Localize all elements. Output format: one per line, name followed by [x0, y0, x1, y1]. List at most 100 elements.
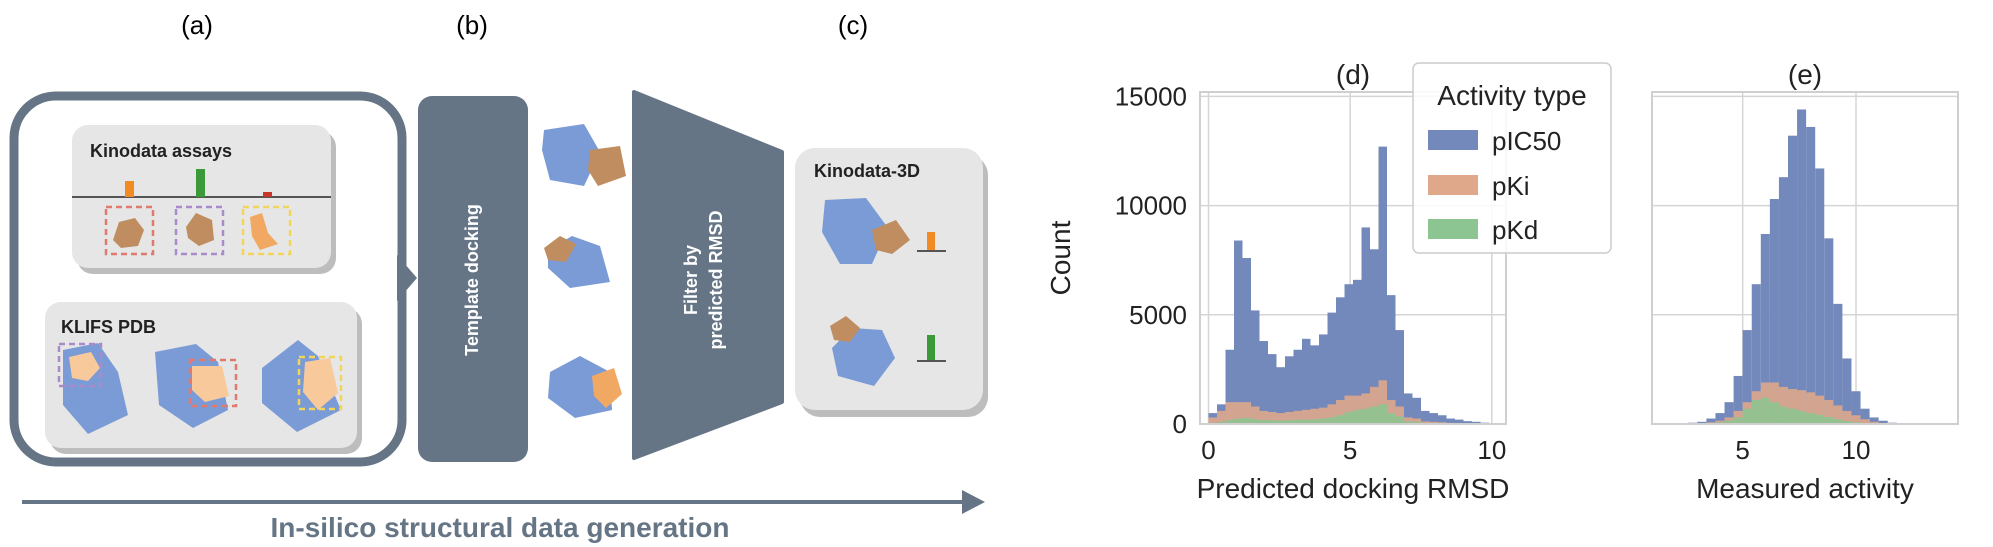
bar-pic50-5	[1724, 402, 1734, 424]
klifs-pdb-title: KLIFS PDB	[61, 317, 156, 337]
pdb-box-yellow	[297, 355, 343, 411]
bar-pkd-9	[1760, 397, 1770, 424]
bar-pkd-12	[1788, 408, 1798, 424]
bar-pic50-23	[1404, 393, 1413, 424]
template-docking-label: Template docking	[462, 204, 482, 356]
bar-pic50-25	[1421, 410, 1430, 424]
bar-pkd-5	[1724, 420, 1734, 424]
bar-pkd-11	[1302, 419, 1311, 424]
bar-pkd-17	[1833, 419, 1843, 424]
bar-pki-6	[1259, 410, 1268, 424]
filter-label-line2: predicted RMSD	[706, 210, 726, 349]
bar-pkd-15	[1336, 415, 1345, 424]
bar-pic50-14	[1806, 126, 1816, 425]
bar-pic50-16	[1344, 284, 1353, 424]
x-axis-label: Predicted docking RMSD	[1197, 473, 1510, 504]
bar-pic50-15	[1336, 297, 1345, 424]
bar-pkd-6	[1259, 420, 1268, 424]
plot-frame	[1651, 91, 1959, 425]
bar-pic50-4	[1242, 258, 1251, 424]
bar-pkd-5	[1251, 419, 1260, 424]
bar-pki-17	[1353, 395, 1362, 424]
kinodata-3d-card: Kinodata-3D	[795, 148, 988, 417]
y-tick-label-2: 10000	[1115, 191, 1187, 221]
legend-swatch-pki	[1428, 175, 1478, 195]
bar-pki-22	[1395, 406, 1404, 424]
bar-pki-20	[1378, 380, 1387, 424]
legend-entry-pkd: pKd	[1492, 215, 1538, 245]
bar-pki-8	[1276, 413, 1285, 424]
assay-box-purple	[174, 205, 225, 256]
chart-d-rmsd-histogram: 0 5 10 0 5000 10000 15000 (d) Predicted docking …	[1045, 59, 1509, 504]
bar-pic50-20	[1860, 408, 1870, 424]
bar-pic50-26	[1429, 413, 1438, 424]
x-tick-label-1: 10	[1842, 435, 1871, 465]
bar-pki-24	[1412, 418, 1421, 424]
bar-pkd-23	[1404, 421, 1413, 424]
bar-pki-14	[1806, 392, 1816, 424]
bar-pkd-10	[1769, 402, 1779, 424]
bar-pkd-6	[1733, 417, 1743, 424]
bar-pki-12	[1788, 389, 1798, 424]
bar-pic50-13	[1797, 109, 1807, 424]
bar-pki-4	[1242, 402, 1251, 424]
bar-pki-17	[1833, 405, 1843, 424]
x-axis-label: Measured activity	[1696, 473, 1914, 504]
kinodata-assays-card: Kinodata assays	[72, 125, 336, 274]
bar-pki-13	[1319, 407, 1328, 424]
bar-pkd-8	[1276, 420, 1285, 424]
bar-pki-15	[1815, 395, 1825, 424]
output-bar-green	[927, 335, 935, 361]
bar-pic50-6	[1259, 341, 1268, 424]
bar-pic50-11	[1302, 338, 1311, 424]
bar-pkd-15	[1815, 414, 1825, 424]
legend-swatch-pic50	[1428, 130, 1478, 150]
panel-label-c: (c)	[838, 10, 868, 40]
bar-pki-18	[1361, 393, 1370, 424]
legend-title: Activity type	[1437, 80, 1586, 111]
bar-pic50-11	[1778, 177, 1788, 424]
bar-pic50-18	[1842, 358, 1852, 424]
bar-pic50-12	[1788, 135, 1798, 424]
bar-pkd-24	[1412, 421, 1421, 424]
bar-pic50-22	[1395, 330, 1404, 424]
bar-pic50-31	[1472, 421, 1481, 424]
output-bar-orange	[927, 232, 935, 251]
bar-pkd-16	[1344, 411, 1353, 424]
bar-pic50-18	[1361, 227, 1370, 424]
bar-pki-2	[1225, 402, 1234, 424]
rmsd-filter-block: Filter by predicted RMSD	[632, 90, 784, 460]
bar-pki-9	[1285, 411, 1294, 424]
bar-pic50-3	[1234, 240, 1243, 424]
pdb-box-red	[188, 358, 238, 408]
bar-pkd-13	[1797, 410, 1807, 424]
bar-pki-21	[1869, 421, 1879, 424]
bar-pki-13	[1797, 390, 1807, 424]
bar-pkd-19	[1370, 406, 1379, 424]
bar-pkd-12	[1310, 419, 1319, 424]
bar-pic50-2	[1225, 349, 1234, 424]
assay-box-yellow	[241, 205, 292, 256]
bar-pkd-14	[1806, 413, 1816, 424]
bar-pic50-9	[1760, 233, 1770, 424]
bar-pkd-3	[1234, 418, 1243, 424]
kinodata-assays-title: Kinodata assays	[90, 141, 232, 161]
assay-bar-red	[263, 192, 272, 197]
workflow-arrow: In-silico structural data generation	[22, 490, 985, 543]
bar-pki-23	[1404, 417, 1413, 424]
docked-poses	[542, 124, 626, 418]
bar-pki-15	[1336, 399, 1345, 424]
bar-pic50-8	[1276, 367, 1285, 424]
bar-pic50-2	[1697, 421, 1707, 424]
bar-pki-12	[1310, 408, 1319, 424]
bar-pki-21	[1387, 399, 1396, 424]
assay-box-red	[104, 205, 155, 256]
bar-pic50-17	[1833, 303, 1843, 424]
bar-pkd-8	[1751, 399, 1761, 424]
bar-pic50-27	[1438, 415, 1447, 424]
pdb-box-purple	[57, 342, 103, 388]
bar-pic50-16	[1824, 238, 1834, 424]
bar-pki-16	[1824, 399, 1834, 424]
bar-pki-16	[1344, 395, 1353, 424]
